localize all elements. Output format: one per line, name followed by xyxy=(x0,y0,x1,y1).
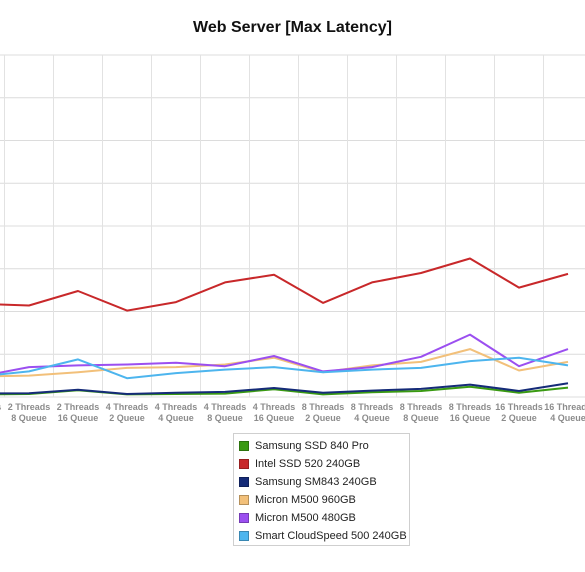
x-tick-label: 16 Threads 2 Queue xyxy=(495,402,543,423)
series-line xyxy=(0,257,569,312)
legend-swatch xyxy=(239,441,249,451)
grid-lines xyxy=(0,54,585,398)
series-lines xyxy=(0,257,569,396)
x-tick-label: 4 Threads 16 Queue xyxy=(253,402,296,423)
legend-item: Micron M500 480GB xyxy=(239,509,409,527)
legend-swatch xyxy=(239,477,249,487)
x-tick-label: 2 Threads 8 Queue xyxy=(8,402,51,423)
x-tick-label: 8 Threads 8 Queue xyxy=(400,402,443,423)
legend-swatch xyxy=(239,531,249,541)
x-tick-label: 8 Threads 16 Queue xyxy=(449,402,492,423)
legend-swatch xyxy=(239,459,249,469)
series-line xyxy=(0,382,569,395)
legend-swatch xyxy=(239,513,249,523)
legend-swatch xyxy=(239,495,249,505)
legend: Samsung SSD 840 Pro Intel SSD 520 240GB Sa… xyxy=(233,433,410,546)
legend-label: Intel SSD 520 240GB xyxy=(255,458,361,470)
x-tick-label: 8 Threads 4 Queue xyxy=(351,402,394,423)
x-tick-label: 4 Threads 8 Queue xyxy=(204,402,247,423)
series-line xyxy=(0,348,569,378)
series-line xyxy=(0,333,569,374)
legend-item: Intel SSD 520 240GB xyxy=(239,455,409,473)
x-tick-label: 4 Threads 4 Queue xyxy=(155,402,198,423)
x-tick-label: 8 Threads 2 Queue xyxy=(302,402,345,423)
legend-label: Samsung SSD 840 Pro xyxy=(255,440,369,452)
x-tick-label: 4 Threads 2 Queue xyxy=(106,402,149,423)
legend-item: Micron M500 960GB xyxy=(239,491,409,509)
x-tick-label: 2 Threads 16 Queue xyxy=(57,402,100,423)
legend-item: Smart CloudSpeed 500 240GB xyxy=(239,527,409,545)
legend-item: Samsung SM843 240GB xyxy=(239,473,409,491)
chart-title: Web Server [Max Latency] xyxy=(193,19,392,36)
legend-label: Micron M500 480GB xyxy=(255,512,356,524)
legend-label: Samsung SM843 240GB xyxy=(255,476,377,488)
legend-item: Samsung SSD 840 Pro xyxy=(239,437,409,455)
series-line xyxy=(0,356,569,380)
legend-label: Smart CloudSpeed 500 240GB xyxy=(255,530,407,542)
legend-label: Micron M500 960GB xyxy=(255,494,356,506)
